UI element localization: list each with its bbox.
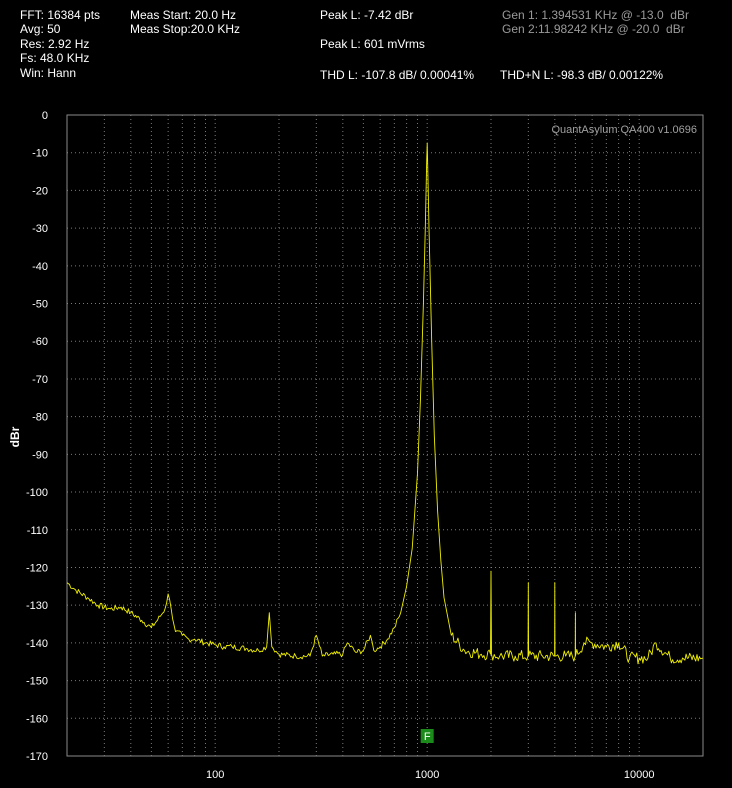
sample-rate: Fs: 48.0 KHz <box>20 51 90 65</box>
x-tick-label: 10000 <box>624 769 655 781</box>
y-tick-label: -170 <box>26 751 48 763</box>
y-tick-label: -100 <box>26 487 48 499</box>
y-tick-label: -130 <box>26 600 48 612</box>
y-tick-label: -120 <box>26 562 48 574</box>
y-tick-label: 0 <box>42 110 48 122</box>
y-tick-label: -50 <box>32 299 48 311</box>
y-tick-label: -20 <box>32 185 48 197</box>
resolution: Res: 2.92 Hz <box>20 37 90 51</box>
measure-stop: Meas Stop:20.0 KHz <box>130 22 241 36</box>
marker-label: F <box>424 731 431 743</box>
x-tick-label: 100 <box>206 769 224 781</box>
plot-frame <box>66 114 704 757</box>
y-tick-label: -70 <box>32 374 48 386</box>
watermark: QuantAsylum QA400 v1.0696 <box>551 124 697 136</box>
thdn-readout: THD+N L: -98.3 dB/ 0.00122% <box>500 68 664 82</box>
generator-1: Gen 1: 1.394531 KHz @ -13.0 dBr <box>502 8 689 22</box>
y-tick-label: -10 <box>32 148 48 160</box>
frequency-marker[interactable]: F <box>420 729 434 743</box>
peak-dbr: Peak L: -7.42 dBr <box>320 8 414 22</box>
y-tick-label: -140 <box>26 638 48 650</box>
y-tick-label: -150 <box>26 676 48 688</box>
y-axis-label: dBr <box>8 426 22 447</box>
average-count: Avg: 50 <box>20 22 61 36</box>
measure-start: Meas Start: 20.0 Hz <box>130 8 237 22</box>
peak-mvrms: Peak L: 601 mVrms <box>320 37 425 51</box>
fft-points: FFT: 16384 pts <box>20 8 101 22</box>
y-tick-label: -80 <box>32 412 48 424</box>
window-type: Win: Hann <box>20 66 77 80</box>
y-tick-label: -60 <box>32 336 48 348</box>
y-tick-label: -40 <box>32 261 48 273</box>
y-tick-label: -160 <box>26 713 48 725</box>
marker-box[interactable] <box>420 729 434 743</box>
thd-readout: THD L: -107.8 dB/ 0.00041% <box>320 68 475 82</box>
y-tick-label: -90 <box>32 449 48 461</box>
x-tick-label: 1000 <box>415 769 439 781</box>
generator-2: Gen 2:11.98242 KHz @ -20.0 dBr <box>502 22 685 36</box>
y-tick-label: -110 <box>27 525 48 537</box>
spectrum-trace <box>66 142 704 665</box>
y-tick-label: -30 <box>32 223 48 235</box>
